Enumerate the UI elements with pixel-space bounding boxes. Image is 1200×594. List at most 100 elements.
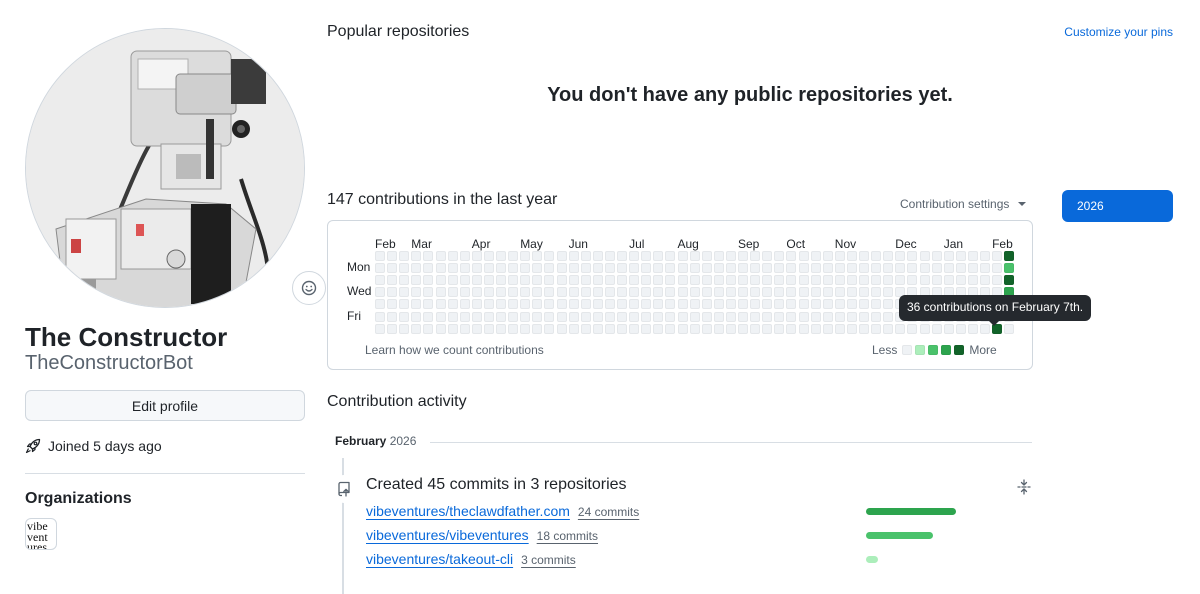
contribution-day-cell[interactable] xyxy=(520,311,531,322)
contribution-day-cell[interactable] xyxy=(592,251,603,261)
contribution-day-cell[interactable] xyxy=(375,275,385,286)
contribution-day-cell[interactable] xyxy=(713,275,724,286)
contribution-day-cell[interactable] xyxy=(556,287,567,298)
contribution-day-cell[interactable] xyxy=(617,275,627,286)
contribution-day-cell[interactable] xyxy=(871,275,882,286)
contribution-day-cell[interactable] xyxy=(435,287,446,298)
contribution-day-cell[interactable] xyxy=(750,287,761,298)
contribution-day-cell[interactable] xyxy=(786,251,797,261)
contribution-day-cell[interactable] xyxy=(798,275,809,286)
contribution-day-cell[interactable] xyxy=(931,251,942,261)
contribution-day-cell[interactable] xyxy=(967,287,978,298)
contribution-day-cell[interactable] xyxy=(689,323,700,334)
contribution-day-cell[interactable] xyxy=(375,323,385,334)
contribution-day-cell[interactable] xyxy=(617,287,627,298)
contribution-day-cell[interactable] xyxy=(834,263,845,274)
contribution-day-cell[interactable] xyxy=(580,311,591,322)
contribution-day-cell[interactable] xyxy=(568,287,579,298)
contribution-day-cell[interactable] xyxy=(701,287,712,298)
contribution-day-cell[interactable] xyxy=(980,251,990,261)
contribution-day-cell[interactable] xyxy=(967,323,978,334)
contribution-day-cell[interactable] xyxy=(689,275,700,286)
contribution-day-cell[interactable] xyxy=(508,275,519,286)
contribution-day-cell[interactable] xyxy=(568,275,579,286)
contribution-day-cell[interactable] xyxy=(653,323,664,334)
contribution-day-cell[interactable] xyxy=(459,299,470,310)
contribution-day-cell[interactable] xyxy=(798,323,809,334)
contribution-day-cell[interactable] xyxy=(1004,287,1015,298)
contribution-day-cell[interactable] xyxy=(738,323,748,334)
contribution-day-cell[interactable] xyxy=(846,275,857,286)
contribution-day-cell[interactable] xyxy=(411,311,422,322)
contribution-day-cell[interactable] xyxy=(774,287,785,298)
contribution-day-cell[interactable] xyxy=(689,251,700,261)
contribution-day-cell[interactable] xyxy=(604,251,615,261)
contribution-day-cell[interactable] xyxy=(701,323,712,334)
contribution-day-cell[interactable] xyxy=(822,263,833,274)
contribution-day-cell[interactable] xyxy=(604,275,615,286)
contribution-day-cell[interactable] xyxy=(568,263,579,274)
contribution-day-cell[interactable] xyxy=(955,263,966,274)
contribution-day-cell[interactable] xyxy=(447,323,458,334)
org-logo-vibeventures[interactable]: vibe vent ures xyxy=(25,518,57,550)
contribution-day-cell[interactable] xyxy=(423,251,434,261)
contribution-day-cell[interactable] xyxy=(992,263,1003,274)
contribution-day-cell[interactable] xyxy=(931,323,942,334)
contribution-day-cell[interactable] xyxy=(738,275,748,286)
contribution-day-cell[interactable] xyxy=(919,251,930,261)
contribution-day-cell[interactable] xyxy=(834,323,845,334)
contribution-day-cell[interactable] xyxy=(798,251,809,261)
contribution-day-cell[interactable] xyxy=(943,323,954,334)
contribution-day-cell[interactable] xyxy=(375,251,385,261)
contribution-day-cell[interactable] xyxy=(544,311,555,322)
learn-contributions-link[interactable]: Learn how we count contributions xyxy=(365,343,544,357)
contribution-day-cell[interactable] xyxy=(544,323,555,334)
contribution-day-cell[interactable] xyxy=(641,275,652,286)
contribution-day-cell[interactable] xyxy=(822,323,833,334)
contribution-day-cell[interactable] xyxy=(750,275,761,286)
contribution-day-cell[interactable] xyxy=(496,251,506,261)
contribution-day-cell[interactable] xyxy=(846,287,857,298)
contribution-day-cell[interactable] xyxy=(677,263,688,274)
contribution-day-cell[interactable] xyxy=(641,311,652,322)
contribution-day-cell[interactable] xyxy=(762,251,773,261)
contribution-day-cell[interactable] xyxy=(665,311,676,322)
contribution-day-cell[interactable] xyxy=(532,287,543,298)
contribution-day-cell[interactable] xyxy=(483,251,494,261)
contribution-day-cell[interactable] xyxy=(592,323,603,334)
contribution-day-cell[interactable] xyxy=(871,311,882,322)
contribution-day-cell[interactable] xyxy=(483,311,494,322)
contribution-day-cell[interactable] xyxy=(786,311,797,322)
contribution-day-cell[interactable] xyxy=(713,263,724,274)
contribution-day-cell[interactable] xyxy=(822,275,833,286)
contribution-day-cell[interactable] xyxy=(834,251,845,261)
contribution-day-cell[interactable] xyxy=(701,311,712,322)
contribution-day-cell[interactable] xyxy=(834,275,845,286)
contribution-day-cell[interactable] xyxy=(387,263,398,274)
contribution-day-cell[interactable] xyxy=(665,299,676,310)
contribution-day-cell[interactable] xyxy=(399,311,410,322)
contribution-day-cell[interactable] xyxy=(967,275,978,286)
contribution-day-cell[interactable] xyxy=(822,299,833,310)
contribution-day-cell[interactable] xyxy=(459,275,470,286)
contribution-day-cell[interactable] xyxy=(871,251,882,261)
contribution-day-cell[interactable] xyxy=(677,275,688,286)
contribution-day-cell[interactable] xyxy=(931,263,942,274)
contribution-day-cell[interactable] xyxy=(387,323,398,334)
repo-link[interactable]: vibeventures/takeout-cli xyxy=(366,551,514,567)
contribution-day-cell[interactable] xyxy=(435,251,446,261)
contribution-day-cell[interactable] xyxy=(834,287,845,298)
contribution-day-cell[interactable] xyxy=(435,275,446,286)
contribution-day-cell[interactable] xyxy=(653,275,664,286)
contribution-day-cell[interactable] xyxy=(846,263,857,274)
contribution-day-cell[interactable] xyxy=(471,299,482,310)
contribution-day-cell[interactable] xyxy=(387,251,398,261)
contribution-day-cell[interactable] xyxy=(774,263,785,274)
contribution-day-cell[interactable] xyxy=(846,251,857,261)
contribution-day-cell[interactable] xyxy=(834,311,845,322)
contribution-day-cell[interactable] xyxy=(810,311,821,322)
contribution-day-cell[interactable] xyxy=(629,323,640,334)
contribution-day-cell[interactable] xyxy=(556,323,567,334)
contribution-day-cell[interactable] xyxy=(641,323,652,334)
contribution-day-cell[interactable] xyxy=(750,311,761,322)
